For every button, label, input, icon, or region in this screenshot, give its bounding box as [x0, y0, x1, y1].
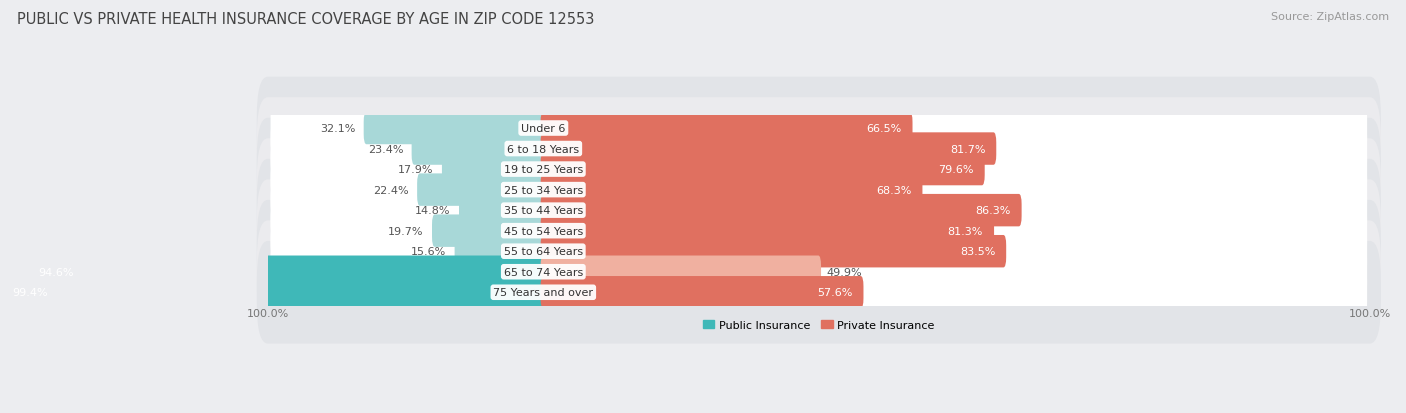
- FancyBboxPatch shape: [270, 89, 1367, 169]
- FancyBboxPatch shape: [270, 150, 1367, 230]
- Text: 17.9%: 17.9%: [398, 165, 433, 175]
- Text: 49.9%: 49.9%: [827, 267, 862, 277]
- FancyBboxPatch shape: [257, 200, 1381, 303]
- FancyBboxPatch shape: [257, 98, 1381, 200]
- FancyBboxPatch shape: [270, 109, 1367, 189]
- Text: 14.8%: 14.8%: [415, 206, 451, 216]
- FancyBboxPatch shape: [540, 256, 821, 288]
- Text: Under 6: Under 6: [522, 124, 565, 134]
- Text: 83.5%: 83.5%: [960, 247, 995, 256]
- Text: 32.1%: 32.1%: [321, 124, 356, 134]
- FancyBboxPatch shape: [270, 171, 1367, 251]
- Text: 15.6%: 15.6%: [411, 247, 446, 256]
- FancyBboxPatch shape: [454, 235, 546, 268]
- Text: 68.3%: 68.3%: [876, 185, 911, 195]
- Text: 22.4%: 22.4%: [373, 185, 409, 195]
- FancyBboxPatch shape: [257, 78, 1381, 180]
- FancyBboxPatch shape: [540, 195, 1022, 227]
- Text: 81.7%: 81.7%: [949, 144, 986, 154]
- Text: 66.5%: 66.5%: [866, 124, 901, 134]
- Text: 19 to 25 Years: 19 to 25 Years: [503, 165, 583, 175]
- FancyBboxPatch shape: [257, 221, 1381, 323]
- Text: 25 to 34 Years: 25 to 34 Years: [503, 185, 583, 195]
- Legend: Public Insurance, Private Insurance: Public Insurance, Private Insurance: [699, 316, 939, 335]
- FancyBboxPatch shape: [540, 133, 997, 165]
- FancyBboxPatch shape: [432, 215, 546, 247]
- FancyBboxPatch shape: [270, 130, 1367, 209]
- Text: 57.6%: 57.6%: [817, 287, 852, 297]
- FancyBboxPatch shape: [0, 276, 546, 309]
- Text: 23.4%: 23.4%: [368, 144, 404, 154]
- FancyBboxPatch shape: [540, 215, 994, 247]
- FancyBboxPatch shape: [540, 154, 984, 186]
- Text: 55 to 64 Years: 55 to 64 Years: [503, 247, 583, 256]
- FancyBboxPatch shape: [257, 119, 1381, 221]
- FancyBboxPatch shape: [540, 112, 912, 145]
- FancyBboxPatch shape: [364, 112, 546, 145]
- Text: Source: ZipAtlas.com: Source: ZipAtlas.com: [1271, 12, 1389, 22]
- Text: 45 to 54 Years: 45 to 54 Years: [503, 226, 583, 236]
- FancyBboxPatch shape: [20, 256, 546, 288]
- FancyBboxPatch shape: [540, 276, 863, 309]
- Text: 81.3%: 81.3%: [948, 226, 983, 236]
- FancyBboxPatch shape: [412, 133, 546, 165]
- FancyBboxPatch shape: [270, 191, 1367, 271]
- FancyBboxPatch shape: [418, 174, 546, 206]
- FancyBboxPatch shape: [270, 232, 1367, 312]
- Text: PUBLIC VS PRIVATE HEALTH INSURANCE COVERAGE BY AGE IN ZIP CODE 12553: PUBLIC VS PRIVATE HEALTH INSURANCE COVER…: [17, 12, 595, 27]
- Text: 94.6%: 94.6%: [38, 267, 75, 277]
- FancyBboxPatch shape: [540, 235, 1007, 268]
- Text: 75 Years and over: 75 Years and over: [494, 287, 593, 297]
- Text: 19.7%: 19.7%: [388, 226, 423, 236]
- FancyBboxPatch shape: [257, 139, 1381, 241]
- FancyBboxPatch shape: [257, 180, 1381, 282]
- FancyBboxPatch shape: [441, 154, 546, 186]
- Text: 99.4%: 99.4%: [13, 287, 48, 297]
- Text: 35 to 44 Years: 35 to 44 Years: [503, 206, 583, 216]
- Text: 79.6%: 79.6%: [938, 165, 974, 175]
- FancyBboxPatch shape: [270, 212, 1367, 292]
- FancyBboxPatch shape: [257, 241, 1381, 344]
- FancyBboxPatch shape: [257, 159, 1381, 262]
- FancyBboxPatch shape: [540, 174, 922, 206]
- Text: 86.3%: 86.3%: [976, 206, 1011, 216]
- Text: 6 to 18 Years: 6 to 18 Years: [508, 144, 579, 154]
- Text: 65 to 74 Years: 65 to 74 Years: [503, 267, 583, 277]
- FancyBboxPatch shape: [270, 253, 1367, 332]
- FancyBboxPatch shape: [458, 195, 546, 227]
